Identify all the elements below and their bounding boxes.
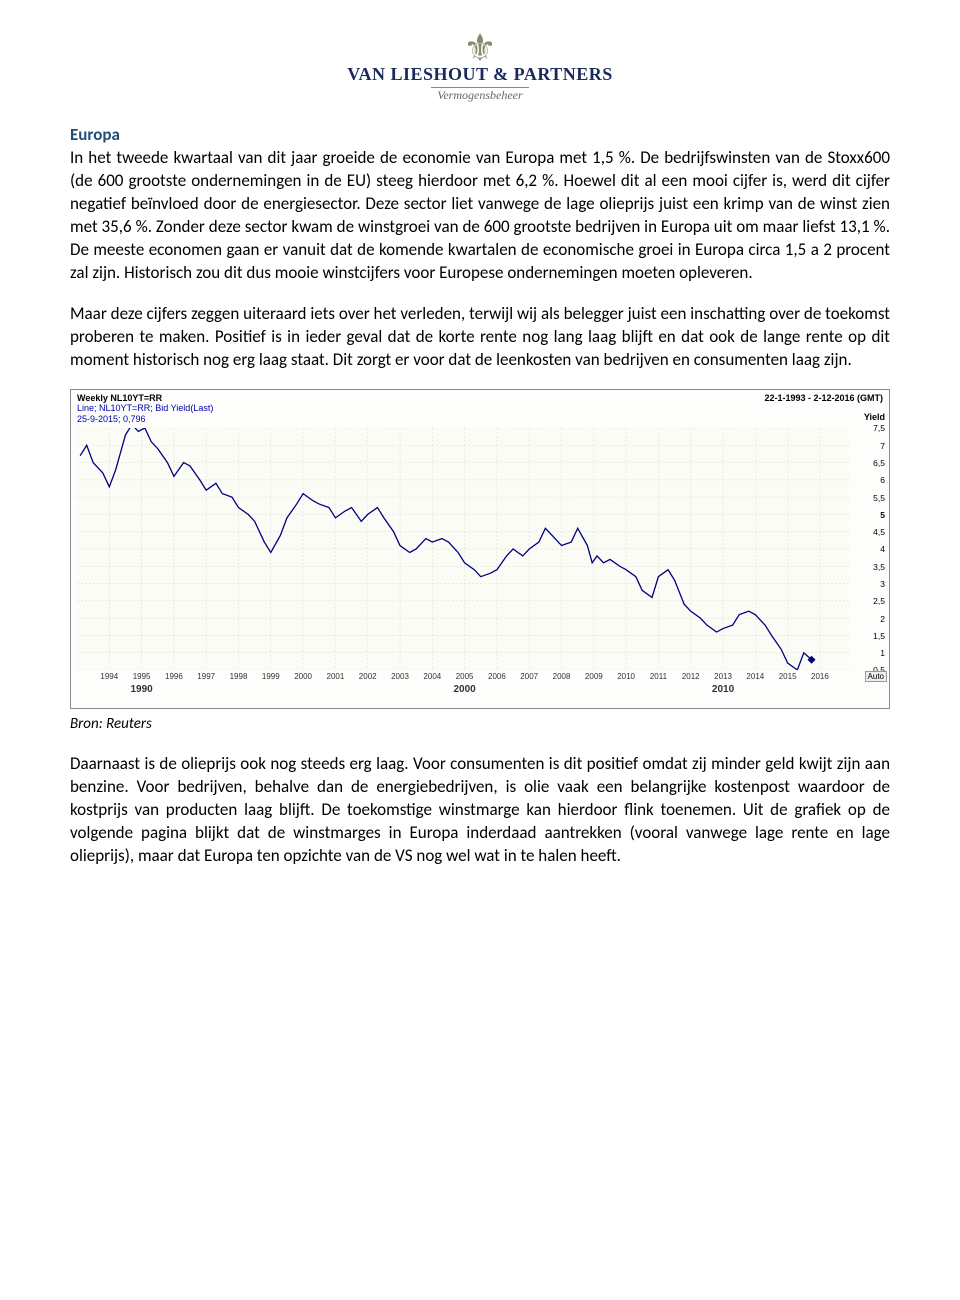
y-tick-label: 6,5 bbox=[873, 458, 885, 468]
y-tick-label: 3,5 bbox=[873, 562, 885, 572]
x-major-label: 1990 bbox=[130, 684, 152, 695]
x-tick-label: 2005 bbox=[456, 672, 474, 681]
x-tick-label: 2002 bbox=[359, 672, 377, 681]
y-tick-label: 7,5 bbox=[873, 423, 885, 433]
x-tick-label: 2016 bbox=[811, 672, 829, 681]
logo-block: ⚜ VAN LIESHOUT & PARTNERS Vermogensbehee… bbox=[70, 30, 890, 104]
x-tick-label: 1994 bbox=[100, 672, 118, 681]
paragraph-2: Maar deze cijfers zeggen uiteraard iets … bbox=[70, 303, 890, 372]
chart-title-right: 22-1-1993 - 2-12-2016 (GMT) bbox=[764, 393, 883, 403]
x-tick-label: 1998 bbox=[230, 672, 248, 681]
x-major-label: 2000 bbox=[453, 684, 475, 695]
chart-plot-area bbox=[77, 428, 849, 670]
y-tick-label: 4,5 bbox=[873, 527, 885, 537]
x-tick-label: 2014 bbox=[746, 672, 764, 681]
x-tick-label: 2009 bbox=[585, 672, 603, 681]
y-tick-label: 3 bbox=[880, 579, 885, 589]
x-tick-label: 2010 bbox=[617, 672, 635, 681]
x-tick-label: 2011 bbox=[650, 672, 667, 681]
company-subtitle: Vermogensbeheer bbox=[431, 87, 528, 103]
x-tick-label: 2006 bbox=[488, 672, 506, 681]
y-tick-label: 4 bbox=[880, 544, 885, 554]
yield-chart: Weekly NL10YT=RR 22-1-1993 - 2-12-2016 (… bbox=[70, 389, 890, 709]
chart-subtitle-2: 25-9-2015; 0,796 bbox=[71, 414, 889, 425]
x-tick-label: 2001 bbox=[327, 672, 345, 681]
chart-caption: Bron: Reuters bbox=[70, 715, 890, 733]
y-tick-label: 5,5 bbox=[873, 493, 885, 503]
y-tick-label: 1 bbox=[880, 648, 885, 658]
y-axis: 0,511,522,533,544,555,566,577,5 bbox=[851, 428, 887, 670]
company-name: VAN LIESHOUT & PARTNERS bbox=[70, 64, 890, 85]
x-major-label: 2010 bbox=[712, 684, 734, 695]
x-tick-label: 2004 bbox=[423, 672, 441, 681]
y-tick-label: 1,5 bbox=[873, 631, 885, 641]
paragraph-3: Daarnaast is de olieprijs ook nog steeds… bbox=[70, 753, 890, 868]
y-tick-label: 5 bbox=[880, 510, 885, 520]
x-tick-label: 2008 bbox=[553, 672, 571, 681]
x-tick-label: 2000 bbox=[294, 672, 312, 681]
x-tick-label: 2012 bbox=[682, 672, 700, 681]
chart-title-left: Weekly NL10YT=RR bbox=[77, 393, 162, 403]
x-tick-label: 2015 bbox=[779, 672, 797, 681]
auto-badge: Auto bbox=[865, 671, 887, 682]
x-tick-label: 1999 bbox=[262, 672, 280, 681]
fleur-icon: ⚜ bbox=[463, 30, 497, 68]
x-tick-label: 1995 bbox=[133, 672, 151, 681]
x-tick-label: 2003 bbox=[391, 672, 409, 681]
x-axis: 1994 1995 1996 1997 1998 1999 2000 2001 2002 2003… bbox=[77, 672, 849, 704]
y-tick-label: 2 bbox=[880, 614, 885, 624]
y-tick-label: 2,5 bbox=[873, 596, 885, 606]
y-tick-label: 6 bbox=[880, 475, 885, 485]
x-tick-label: 2007 bbox=[520, 672, 538, 681]
chart-subtitle-1: Line; NL10YT=RR; Bid Yield(Last) bbox=[71, 403, 889, 414]
x-tick-label: 1997 bbox=[197, 672, 215, 681]
x-tick-label: 2013 bbox=[714, 672, 732, 681]
paragraph-1: In het tweede kwartaal van dit jaar groe… bbox=[70, 147, 890, 285]
section-heading: Europa bbox=[70, 124, 890, 145]
y-axis-title: Yield bbox=[864, 412, 885, 422]
x-tick-label: 1996 bbox=[165, 672, 183, 681]
y-tick-label: 7 bbox=[880, 441, 885, 451]
